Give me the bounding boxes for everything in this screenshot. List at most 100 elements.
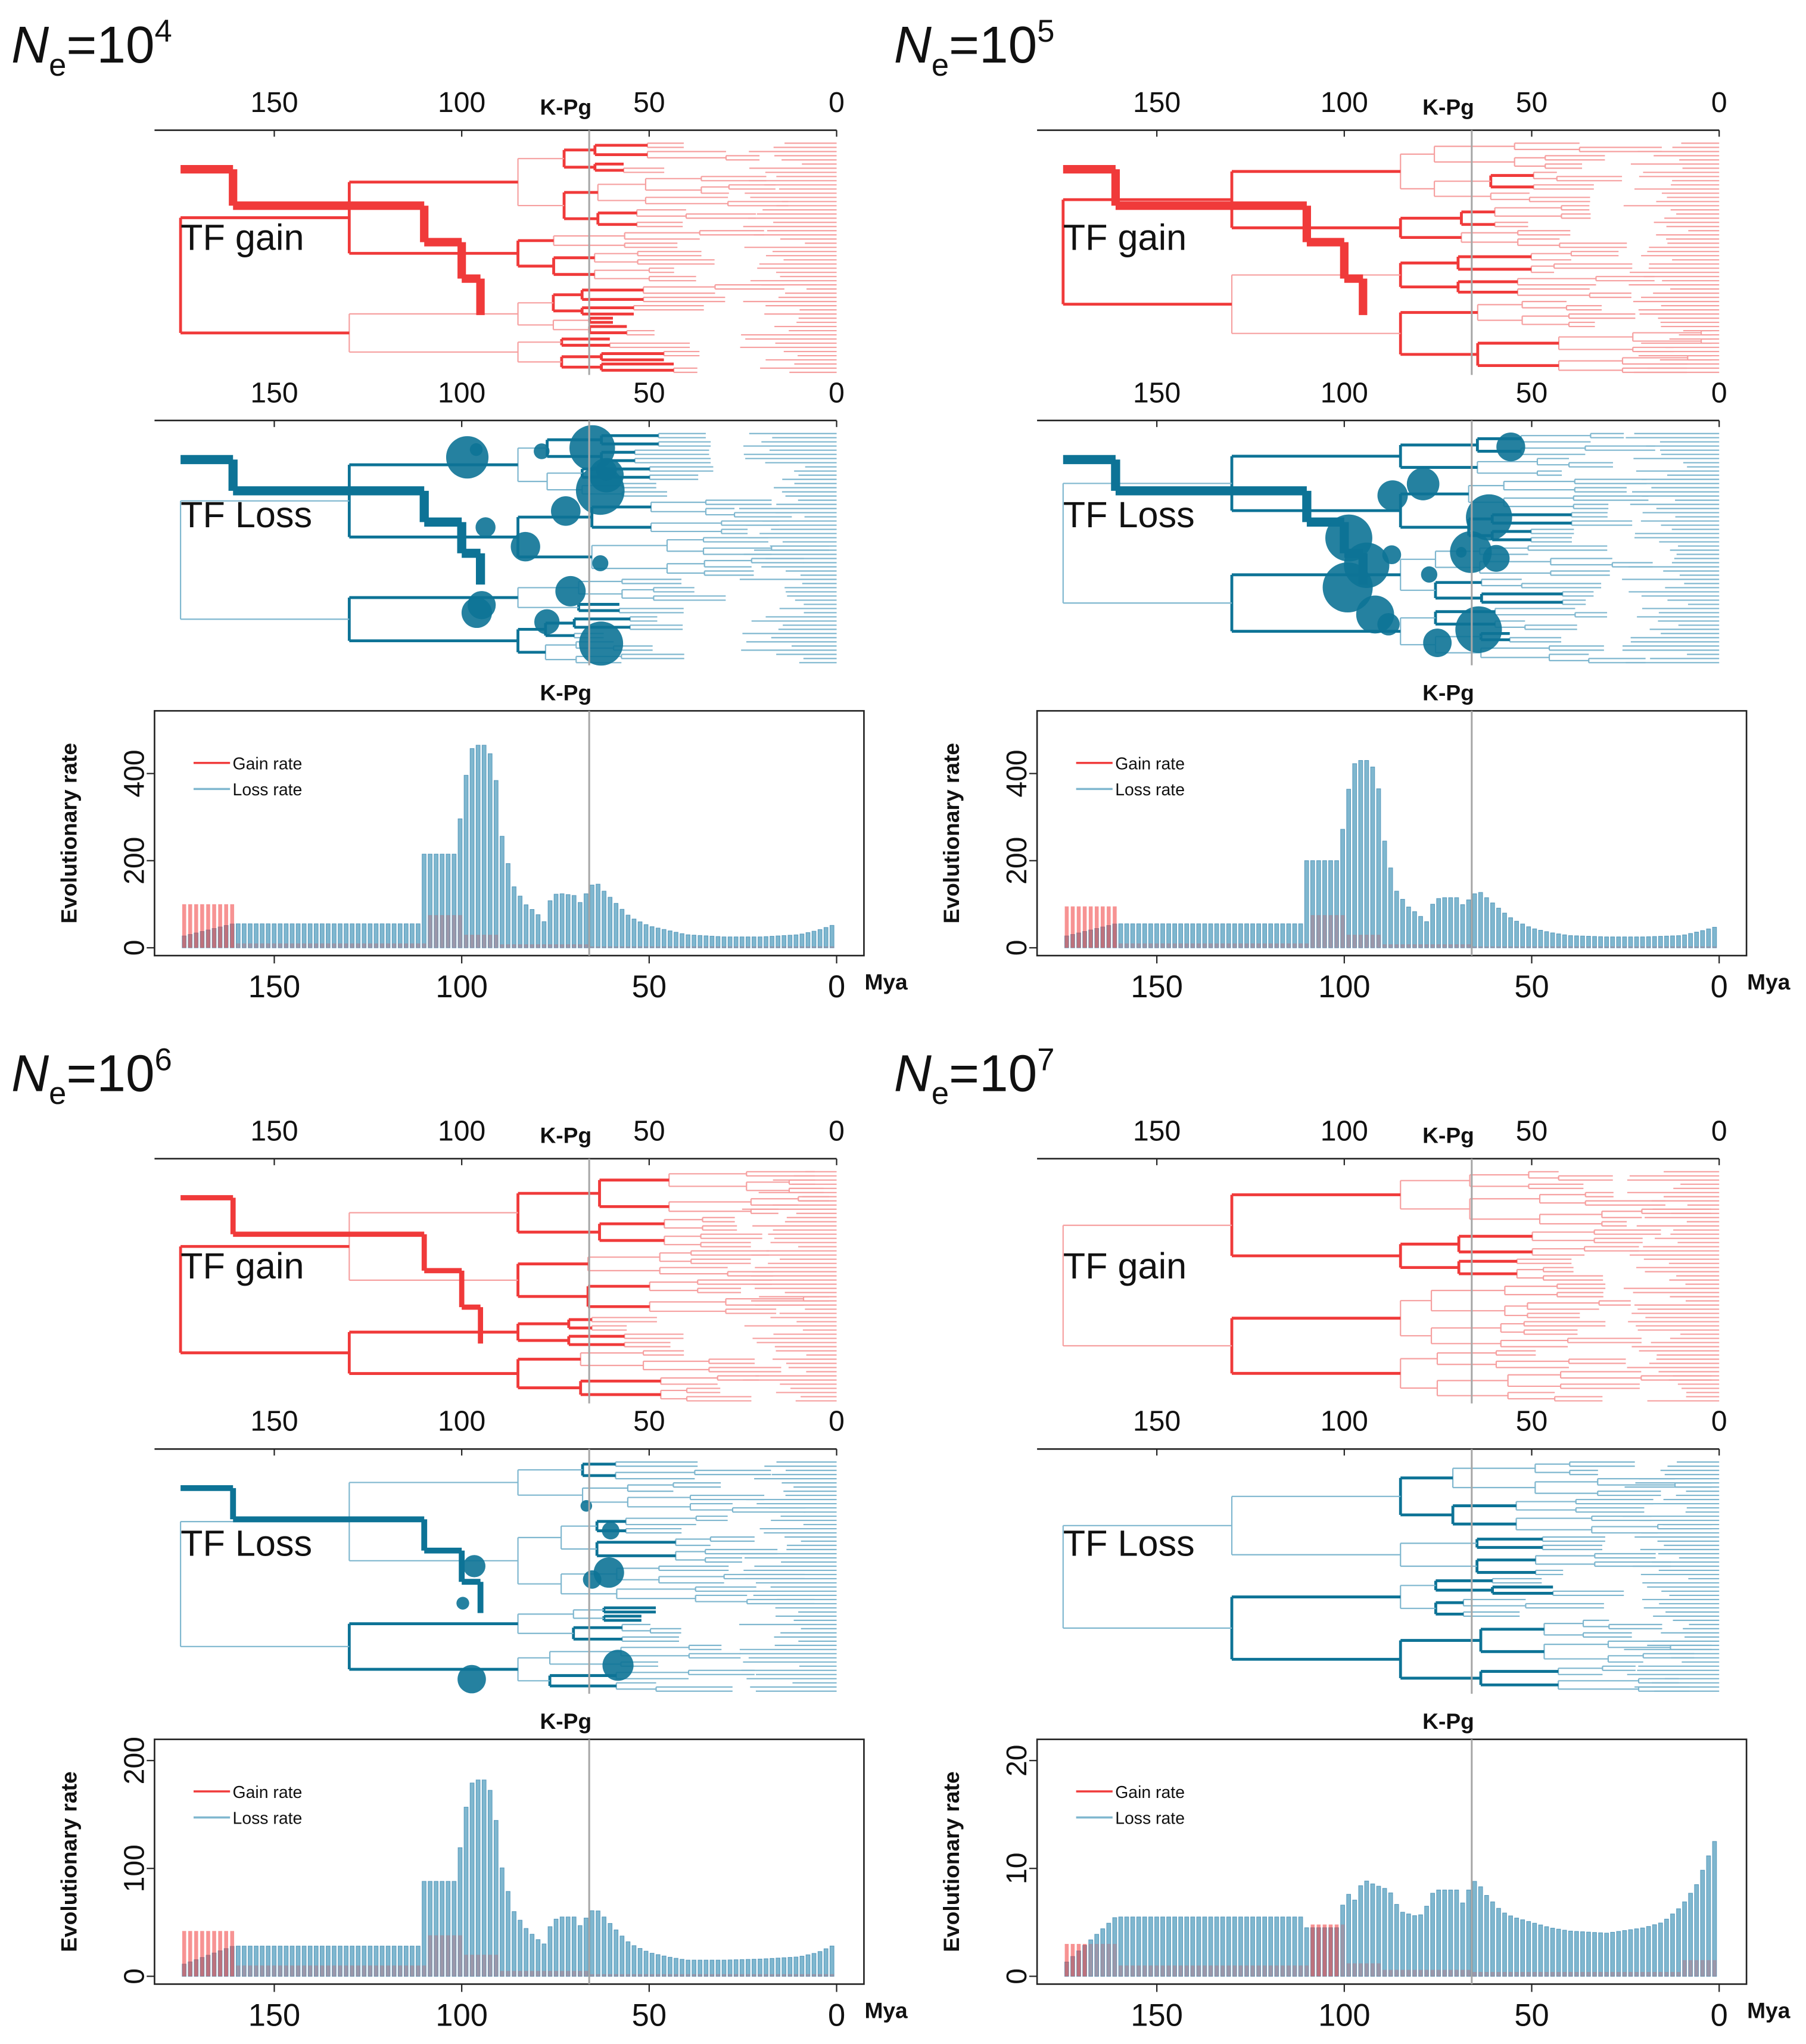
loss-rate-bar bbox=[434, 1881, 438, 1977]
loss-rate-bar bbox=[637, 921, 643, 948]
loss-rate-bar bbox=[242, 1946, 247, 1977]
gain-rate-bar bbox=[326, 1965, 331, 1977]
gain-rate-bar bbox=[1496, 946, 1501, 948]
gain-rate-bar bbox=[500, 1971, 505, 1977]
title-sub: e bbox=[932, 1077, 949, 1111]
loss-rate-bar bbox=[1382, 1888, 1387, 1977]
y-axis-label: Evolutionary rate bbox=[939, 743, 964, 923]
x-tick-label: 0 bbox=[828, 970, 845, 1004]
loss-rate-bar bbox=[500, 836, 505, 948]
gain-rate-bar bbox=[566, 944, 570, 948]
gain-rate-bar bbox=[218, 904, 222, 948]
gain-rate-bar bbox=[602, 1974, 606, 1977]
loss-rate-bar bbox=[1580, 935, 1585, 948]
loss-rate-bar bbox=[619, 1936, 625, 1977]
loss-event-marker bbox=[463, 1555, 485, 1578]
gain-rate-bar bbox=[1556, 1972, 1561, 1977]
gain-rate-bar bbox=[1388, 1970, 1393, 1977]
loss-rate-bar bbox=[475, 1779, 481, 1977]
gain-rate-bar bbox=[1191, 943, 1195, 948]
gain-rate-bar bbox=[800, 1974, 804, 1977]
gain-rate-bar bbox=[1371, 934, 1375, 948]
gain-rate-bar bbox=[728, 946, 732, 948]
x-axis-label: Mya bbox=[864, 969, 908, 994]
tree-tick-label: 0 bbox=[829, 1115, 845, 1147]
loss-rate-bar bbox=[260, 923, 264, 948]
tree-tick-label: 100 bbox=[1321, 1115, 1368, 1147]
loss-event-marker bbox=[1382, 545, 1402, 565]
loss-rate-bar bbox=[1562, 1930, 1567, 1977]
loss-rate-bar bbox=[1616, 1931, 1621, 1977]
loss-rate-bar bbox=[362, 1946, 367, 1977]
gain-rate-bar bbox=[1568, 1972, 1573, 1977]
gain-rate-bar bbox=[524, 1971, 528, 1977]
gain-rate-bar bbox=[788, 946, 792, 948]
y-tick-label: 20 bbox=[1001, 1744, 1033, 1776]
tree-tick-label: 150 bbox=[1133, 1405, 1181, 1438]
loss-rate-bar bbox=[823, 1948, 829, 1977]
gain-rate-bar bbox=[1209, 1965, 1213, 1977]
gain-rate-bar bbox=[1070, 906, 1075, 948]
gain-rate-bar bbox=[644, 1974, 648, 1977]
gain-rate-bar bbox=[542, 1971, 546, 1977]
gain-rate-bar bbox=[1293, 1965, 1297, 1977]
loss-rate-bar bbox=[1712, 1841, 1717, 1977]
loss-rate-bar bbox=[1424, 1906, 1429, 1977]
gain-rate-bar bbox=[242, 1965, 247, 1977]
loss-rate-bar bbox=[344, 1946, 348, 1977]
gain-rate-bar bbox=[1250, 1965, 1255, 1977]
loss-rate-bar bbox=[1568, 935, 1573, 948]
gain-rate-bar bbox=[338, 943, 342, 948]
gain-rate-bar bbox=[1215, 1965, 1219, 1977]
gain-rate-bar bbox=[212, 1931, 216, 1977]
x-tick-label: 0 bbox=[1711, 970, 1728, 1004]
loss-rate-bar bbox=[385, 923, 391, 948]
loss-rate-bar bbox=[1280, 1917, 1285, 1977]
loss-rate-bar bbox=[745, 1959, 751, 1977]
loss-rate-bar bbox=[1502, 1912, 1507, 1977]
gain-rate-bar bbox=[224, 904, 228, 948]
loss-rate-bar bbox=[1634, 1928, 1639, 1977]
gain-rate-bar bbox=[1346, 1963, 1351, 1977]
x-axis-label: Mya bbox=[864, 1998, 908, 2023]
gain-rate-bar bbox=[1449, 1970, 1453, 1977]
loss-rate-bar bbox=[1214, 1917, 1219, 1977]
gain-rate-bar bbox=[686, 1974, 690, 1977]
tree-tick-label: 50 bbox=[1516, 1115, 1547, 1147]
loss-rate-bar bbox=[313, 1946, 319, 1977]
loss-rate-bar bbox=[1700, 930, 1705, 948]
loss-rate-bar bbox=[1376, 1886, 1381, 1977]
gain-rate-bar bbox=[248, 1965, 253, 1977]
gain-rate-bar bbox=[1352, 934, 1357, 948]
loss-rate-bar bbox=[307, 923, 313, 948]
loss-rate-bar bbox=[1232, 1917, 1237, 1977]
gain-rate-bar bbox=[638, 946, 642, 948]
loss-rate-bar bbox=[739, 937, 745, 948]
loss-rate-bar bbox=[403, 923, 409, 948]
gain-rate-bar bbox=[188, 904, 192, 948]
loss-rate-bar bbox=[625, 914, 631, 948]
loss-rate-bar bbox=[1238, 1917, 1243, 1977]
loss-rate-bar bbox=[1262, 923, 1268, 948]
x-tick-label: 0 bbox=[1711, 1998, 1728, 2033]
panel-3: Ne=106 150 100 50 0 K-Pg TF gain 150 100 50 0 TF Lo… bbox=[11, 1043, 908, 2033]
loss-rate-bar bbox=[487, 1790, 493, 1977]
loss-rate-bar bbox=[811, 931, 817, 948]
gain-rate-bar bbox=[1178, 1965, 1183, 1977]
gain-rate-bar bbox=[686, 946, 690, 948]
gain-rate-bar bbox=[602, 946, 606, 948]
loss-rate-bar bbox=[1430, 1893, 1435, 1977]
loss-tree: 150 100 50 0 TF Loss bbox=[154, 1405, 845, 1694]
loss-rate-bar bbox=[512, 1911, 516, 1977]
gain-rate-bar bbox=[332, 1965, 337, 1977]
loss-rate-bar bbox=[1574, 1931, 1579, 1977]
loss-rate-bar bbox=[242, 923, 247, 948]
loss-rate-bar bbox=[1178, 923, 1184, 948]
loss-rate-bar bbox=[758, 1958, 762, 1977]
loss-event-marker bbox=[589, 458, 624, 493]
loss-rate-bar bbox=[1268, 923, 1273, 948]
x-tick-label: 150 bbox=[248, 970, 301, 1004]
loss-event-marker bbox=[580, 1500, 593, 1512]
gain-rate-bar bbox=[704, 946, 708, 948]
